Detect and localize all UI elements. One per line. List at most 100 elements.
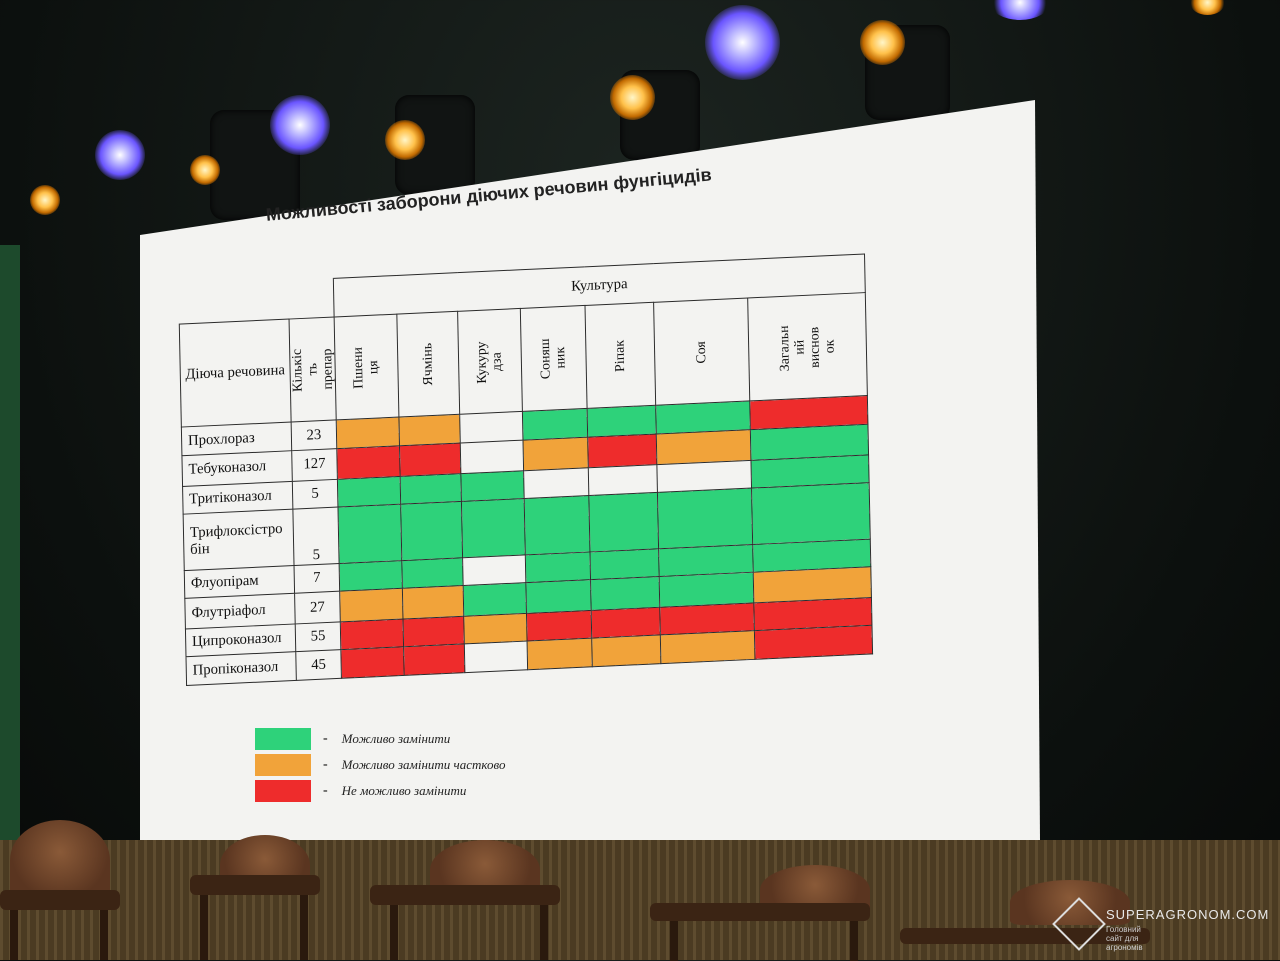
header-crop: Кукуру дза (474, 340, 505, 384)
rating-cell (655, 401, 751, 434)
rating-cell (400, 473, 462, 505)
amber-spotlight (860, 20, 905, 65)
legend-item: - Можливо замінити частково (255, 754, 505, 776)
rating-cell (526, 610, 592, 642)
rating-cell (522, 408, 588, 440)
blue-spotlight (95, 130, 145, 180)
header-crop: Соя (693, 340, 710, 364)
legend-swatch-red (255, 780, 311, 802)
amber-spotlight (610, 75, 655, 120)
fungicide-table-grid: Культура Діюча речовина Кількіс ть препа… (178, 253, 873, 686)
header-crop: Соняш ник (538, 338, 569, 380)
rating-cell (402, 585, 464, 619)
rating-cell (459, 411, 523, 443)
lighting-rig (0, 0, 1280, 250)
watermark-title: SUPERAGRONOM.COM (1106, 907, 1270, 922)
rating-cell (588, 464, 658, 496)
rating-cell (340, 618, 404, 651)
rating-cell (659, 602, 755, 636)
rating-cell (660, 631, 755, 664)
rating-cell (463, 582, 527, 617)
amber-spotlight (1190, 0, 1225, 15)
rating-cell (524, 495, 590, 555)
legend-label: Можливо замінити (341, 731, 451, 746)
blue-spotlight (705, 5, 780, 80)
armchair (0, 820, 120, 960)
amber-spotlight (30, 185, 60, 215)
amber-spotlight (385, 120, 425, 160)
rating-cell (398, 414, 461, 446)
rating-cell (399, 442, 461, 476)
header-crop: Пшени ця (351, 346, 382, 389)
product-count: 5 (292, 478, 338, 510)
rating-cell (657, 488, 753, 549)
header-substance: Діюча речовина (179, 319, 292, 428)
background-green-wall (0, 245, 20, 845)
rating-cell (336, 417, 400, 449)
rating-cell (463, 613, 528, 645)
product-count: 23 (291, 420, 337, 451)
watermark-subtitle: Головний сайт для агрономів (1106, 925, 1143, 952)
header-summary: Загальн ий виснов ок (776, 325, 838, 372)
rating-cell (588, 492, 659, 552)
rating-cell (591, 635, 661, 667)
legend-swatch-green (255, 728, 311, 750)
product-count: 127 (291, 448, 338, 481)
rating-cell (337, 504, 402, 564)
blue-spotlight (990, 0, 1050, 20)
rating-cell (659, 572, 754, 608)
rating-cell (401, 557, 464, 589)
fungicide-table: Культура Діюча речовина Кількіс ть препа… (178, 253, 873, 686)
rating-cell (658, 544, 754, 577)
rating-cell (589, 548, 660, 581)
product-count: 45 (295, 650, 342, 681)
legend-item: - Можливо замінити (255, 728, 450, 750)
summary-cell (754, 625, 873, 660)
rating-cell (337, 475, 401, 508)
amber-spotlight (190, 155, 220, 185)
header-crop: Ячмінь (420, 342, 436, 387)
legend-dash: - (323, 757, 328, 772)
rating-cell (523, 467, 589, 499)
rating-cell (587, 433, 657, 468)
armchair (900, 880, 1150, 960)
rating-cell (339, 588, 403, 622)
rating-cell (339, 560, 403, 592)
rating-cell (527, 638, 593, 670)
legend-item: - Не можливо замінити (255, 780, 466, 802)
rating-cell (464, 641, 528, 673)
rating-cell (400, 501, 463, 561)
armchair (650, 865, 880, 961)
legend-dash: - (323, 731, 328, 746)
header-crop: Ріпак (612, 339, 628, 373)
substance-name: Пропіконазол (186, 652, 297, 686)
rating-cell (462, 554, 526, 586)
rating-cell (402, 616, 465, 648)
rating-cell (656, 459, 752, 493)
rating-cell (590, 576, 660, 611)
rating-cell (461, 498, 526, 558)
rating-cell (522, 436, 589, 471)
legend-label: Не можливо замінити (341, 783, 467, 798)
armchair (180, 835, 320, 960)
product-count: 27 (294, 591, 341, 624)
blue-spotlight (270, 95, 330, 155)
rating-cell (460, 470, 525, 502)
substance-name: Трифлоксістро бін (183, 509, 295, 571)
armchair (370, 840, 570, 960)
summary-cell (751, 482, 871, 545)
rating-cell (525, 580, 592, 614)
rating-cell (336, 445, 401, 479)
rating-cell (525, 551, 591, 583)
rating-cell (656, 429, 751, 465)
product-count: 5 (292, 507, 340, 566)
legend-label: Можливо замінити частково (341, 757, 506, 772)
legend-dash: - (323, 783, 328, 798)
rating-cell (340, 647, 405, 679)
rating-cell (587, 405, 657, 437)
header-count: Кількіс ть препар (290, 348, 336, 393)
product-count: 55 (295, 621, 341, 653)
rating-cell (460, 439, 524, 474)
rating-cell (591, 607, 661, 639)
